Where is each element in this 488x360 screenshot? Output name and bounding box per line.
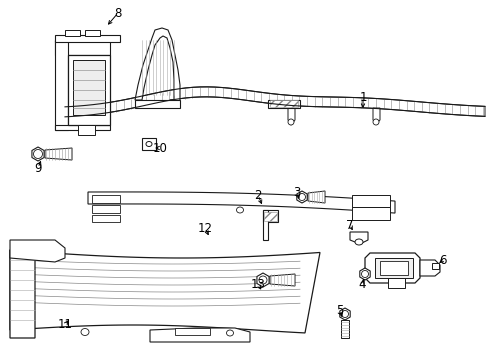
Ellipse shape [298, 194, 305, 201]
Polygon shape [10, 240, 65, 262]
Polygon shape [55, 35, 120, 42]
Ellipse shape [226, 330, 233, 336]
Text: 3: 3 [293, 185, 300, 198]
Polygon shape [269, 274, 294, 286]
Polygon shape [340, 320, 348, 338]
Polygon shape [351, 207, 389, 220]
Polygon shape [364, 253, 419, 283]
Polygon shape [85, 30, 100, 36]
Ellipse shape [354, 239, 362, 245]
Polygon shape [256, 273, 268, 287]
Ellipse shape [236, 207, 243, 213]
Polygon shape [263, 210, 267, 240]
Text: 10: 10 [152, 141, 167, 154]
Text: 9: 9 [34, 162, 41, 175]
Polygon shape [10, 250, 319, 333]
Polygon shape [263, 210, 278, 222]
Polygon shape [135, 100, 180, 108]
Ellipse shape [81, 328, 89, 336]
Polygon shape [65, 30, 80, 36]
Text: 6: 6 [438, 253, 446, 266]
Ellipse shape [341, 310, 348, 318]
Text: 13: 13 [250, 279, 265, 292]
Polygon shape [175, 328, 209, 335]
Text: 4: 4 [358, 279, 365, 292]
Polygon shape [264, 212, 276, 221]
Polygon shape [374, 258, 412, 278]
Polygon shape [359, 268, 369, 280]
Polygon shape [32, 147, 44, 161]
Text: 11: 11 [58, 319, 72, 332]
Polygon shape [339, 308, 349, 320]
Polygon shape [88, 192, 394, 213]
Polygon shape [65, 87, 484, 117]
Polygon shape [55, 125, 110, 130]
Polygon shape [10, 245, 35, 338]
Polygon shape [45, 148, 72, 160]
Ellipse shape [259, 276, 266, 284]
Polygon shape [419, 260, 439, 276]
Text: 1: 1 [359, 90, 366, 104]
Bar [92, 215, 120, 222]
Text: 2: 2 [254, 189, 261, 202]
Bar [92, 195, 120, 203]
Polygon shape [351, 195, 389, 207]
Polygon shape [78, 125, 95, 135]
Text: 12: 12 [197, 221, 212, 234]
Polygon shape [379, 261, 407, 275]
Ellipse shape [287, 119, 293, 125]
Polygon shape [55, 40, 110, 55]
Ellipse shape [146, 141, 152, 147]
Polygon shape [269, 100, 297, 107]
Polygon shape [349, 232, 367, 244]
Polygon shape [68, 55, 110, 125]
Bar [142, 138, 156, 150]
Bar [92, 205, 120, 213]
Ellipse shape [372, 119, 378, 125]
Ellipse shape [34, 149, 42, 158]
Text: 7: 7 [346, 219, 353, 231]
Polygon shape [135, 28, 180, 102]
Text: 8: 8 [114, 6, 122, 19]
Polygon shape [150, 328, 249, 342]
Polygon shape [296, 191, 306, 203]
Polygon shape [387, 278, 404, 288]
Polygon shape [287, 108, 294, 125]
Polygon shape [307, 191, 325, 203]
Bar [431, 263, 438, 269]
Ellipse shape [361, 270, 368, 278]
Polygon shape [73, 60, 105, 115]
Text: 5: 5 [336, 303, 343, 316]
Polygon shape [267, 100, 299, 108]
Polygon shape [55, 40, 68, 130]
Polygon shape [372, 108, 379, 124]
